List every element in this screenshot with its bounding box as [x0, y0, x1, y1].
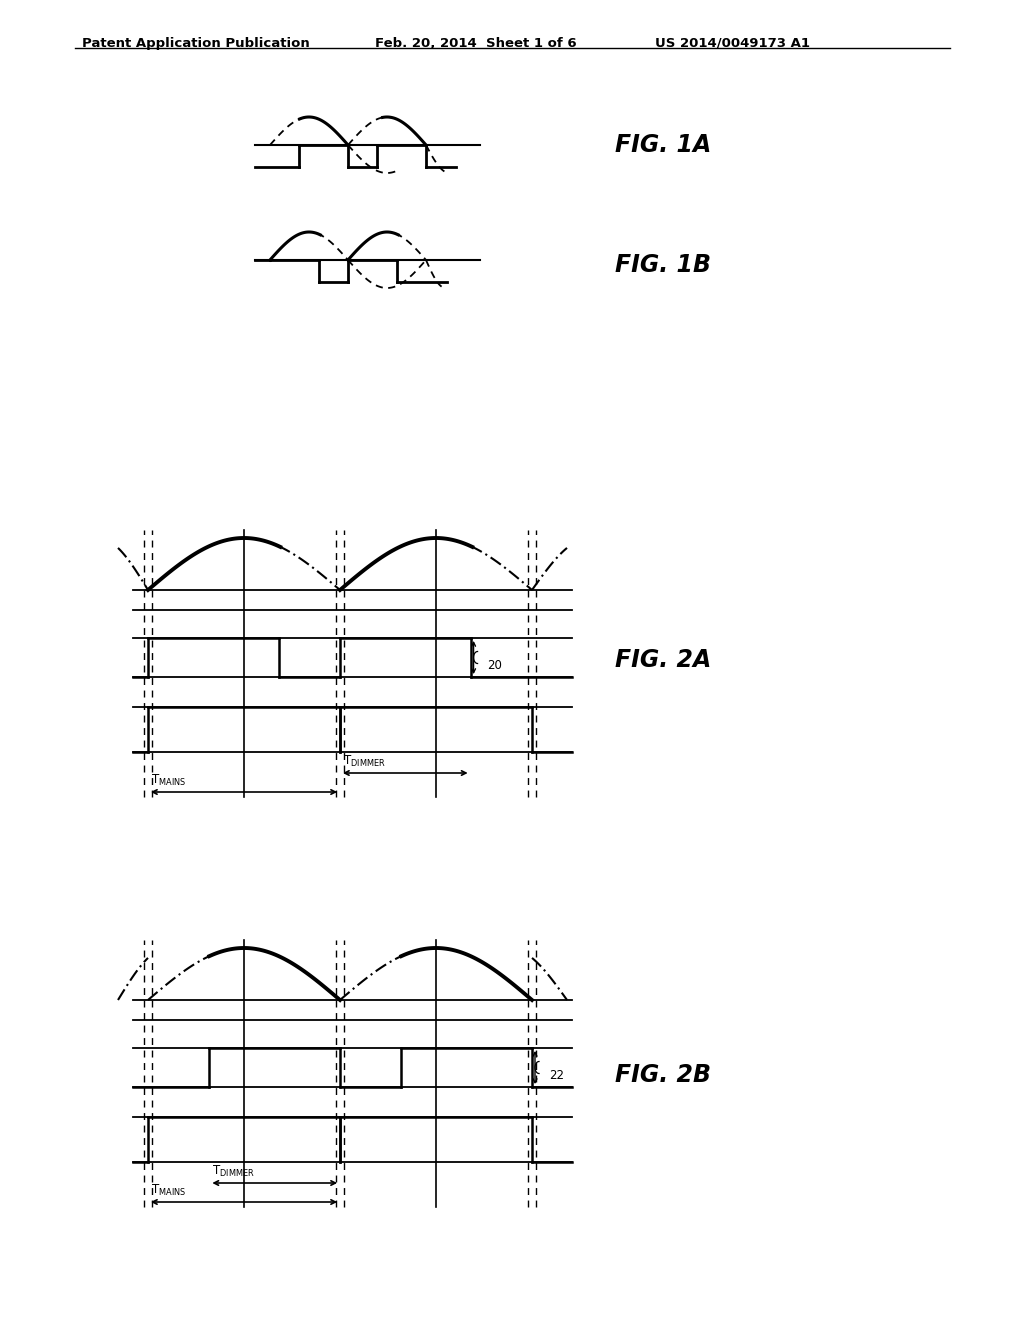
Text: T$_{\sf MAINS}$: T$_{\sf MAINS}$	[151, 774, 186, 788]
Text: T$_{\sf MAINS}$: T$_{\sf MAINS}$	[151, 1183, 186, 1199]
Text: T$_{\sf DIMMER}$: T$_{\sf DIMMER}$	[212, 1164, 255, 1179]
Text: FIG. 2B: FIG. 2B	[615, 1063, 711, 1086]
Text: 20: 20	[487, 659, 503, 672]
Text: FIG. 1A: FIG. 1A	[615, 133, 712, 157]
Text: Feb. 20, 2014  Sheet 1 of 6: Feb. 20, 2014 Sheet 1 of 6	[375, 37, 577, 50]
Text: Patent Application Publication: Patent Application Publication	[82, 37, 309, 50]
Text: 22: 22	[549, 1069, 564, 1082]
Text: FIG. 2A: FIG. 2A	[615, 648, 712, 672]
Text: FIG. 1B: FIG. 1B	[615, 253, 711, 277]
Text: T$_{\sf DIMMER}$: T$_{\sf DIMMER}$	[343, 754, 386, 770]
Text: US 2014/0049173 A1: US 2014/0049173 A1	[655, 37, 810, 50]
